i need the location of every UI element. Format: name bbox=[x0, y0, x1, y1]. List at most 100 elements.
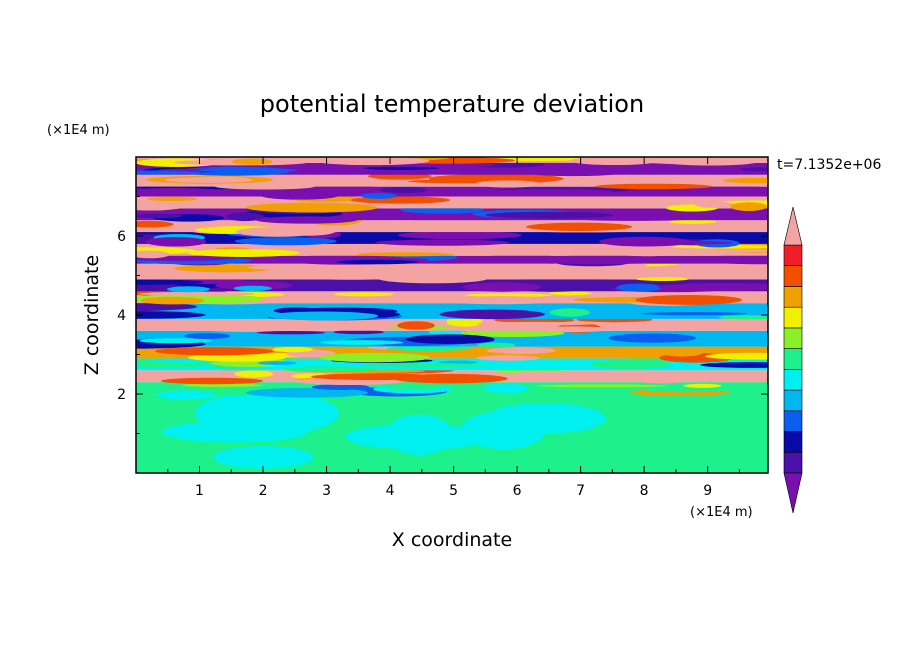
streak-16-1 bbox=[136, 202, 185, 211]
band-11 bbox=[136, 255, 768, 264]
streak-8-3 bbox=[548, 291, 592, 296]
streak-2-11 bbox=[160, 377, 264, 385]
streak-2-9 bbox=[234, 370, 274, 378]
colorbar-swatch bbox=[783, 369, 803, 391]
streak-7-2 bbox=[136, 303, 198, 311]
streak-2-2 bbox=[635, 377, 687, 384]
streak-5-10 bbox=[333, 330, 385, 335]
streak-13-3 bbox=[662, 235, 735, 240]
streak-8-13 bbox=[139, 291, 256, 296]
colorbar-under-arrow bbox=[783, 472, 803, 514]
streak-2-13 bbox=[393, 373, 508, 384]
streak-6-11 bbox=[446, 316, 483, 327]
streak-11-13 bbox=[336, 259, 419, 265]
streak-3-10 bbox=[438, 360, 478, 365]
streak-4-11 bbox=[272, 346, 314, 353]
streak-17-7 bbox=[379, 187, 428, 194]
streak-1-7 bbox=[245, 387, 368, 398]
streak-4-9 bbox=[319, 352, 431, 363]
patch-4 bbox=[495, 403, 606, 434]
x-tick-label: 2 bbox=[259, 483, 268, 499]
x-axis: 1 2 3 4 5 6 7 8 9 bbox=[167, 157, 740, 499]
colorbar-swatch bbox=[783, 286, 803, 308]
colorbar-tick-label: 0.16 bbox=[810, 0, 841, 4]
x-tick-label: 4 bbox=[386, 483, 395, 499]
streak-9-12 bbox=[657, 283, 768, 291]
streak-2-12 bbox=[498, 371, 631, 381]
streak-18-13 bbox=[165, 177, 254, 183]
streak-16-10 bbox=[245, 202, 378, 213]
streak-7-12 bbox=[267, 311, 379, 321]
x-tick-label: 5 bbox=[449, 483, 458, 499]
band-19 bbox=[136, 162, 768, 175]
streak-17-13 bbox=[260, 191, 339, 200]
streak-1-12 bbox=[645, 388, 729, 393]
streak-9-6 bbox=[136, 279, 204, 285]
streak-6-9 bbox=[196, 324, 291, 332]
streak-4-13 bbox=[386, 345, 471, 352]
colorbar-tick-label: 0.32 bbox=[810, 0, 841, 4]
streak-4-8 bbox=[431, 352, 507, 356]
streak-5-11 bbox=[184, 333, 231, 339]
streak-19-12 bbox=[136, 170, 200, 175]
streak-17-10 bbox=[360, 192, 397, 199]
streak-10-8 bbox=[635, 277, 690, 281]
streak-5-12 bbox=[608, 333, 697, 343]
streak-11-2 bbox=[693, 254, 768, 265]
colorbar-over-arrow bbox=[783, 206, 803, 246]
band-16 bbox=[136, 196, 768, 209]
streak-8-9 bbox=[436, 296, 564, 305]
streak-7-5 bbox=[640, 312, 748, 316]
streak-18-3 bbox=[595, 183, 713, 190]
streak-12-8 bbox=[136, 250, 170, 259]
streak-9-8 bbox=[167, 286, 210, 293]
streak-10-13 bbox=[247, 265, 321, 270]
streak-8-10 bbox=[635, 294, 742, 305]
x-tick-label: 1 bbox=[195, 483, 204, 499]
y-unit-label: (×1E4 m) bbox=[47, 123, 110, 138]
streak-9-1 bbox=[509, 278, 619, 283]
streak-6-12 bbox=[227, 319, 359, 325]
streak-3-2 bbox=[590, 359, 671, 369]
streak-1-11 bbox=[483, 383, 529, 394]
streak-15-10 bbox=[255, 216, 358, 224]
streak-8-4 bbox=[465, 293, 553, 297]
colorbar-swatch bbox=[783, 431, 803, 453]
streak-15-2 bbox=[341, 211, 398, 220]
colorbar-swatch bbox=[783, 389, 803, 412]
streak-18-4 bbox=[723, 177, 768, 184]
streak-19-11 bbox=[364, 166, 439, 170]
x-tick-label: 7 bbox=[576, 483, 585, 499]
streak-5-13 bbox=[320, 340, 404, 345]
streak-1-6 bbox=[383, 381, 444, 390]
streak-15-1 bbox=[582, 217, 686, 221]
band-12 bbox=[136, 243, 768, 256]
band-17 bbox=[136, 186, 768, 197]
x-tick-label: 9 bbox=[703, 483, 712, 499]
streak-19-10 bbox=[525, 169, 621, 177]
streak-13-11 bbox=[397, 231, 522, 240]
streak-6-5 bbox=[397, 321, 435, 330]
colorbar-swatch bbox=[783, 327, 803, 349]
streak-7-0 bbox=[136, 311, 206, 319]
y-tick-label: 4 bbox=[117, 308, 126, 324]
streak-18-8 bbox=[214, 183, 315, 190]
y-axis-label: Z coordinate bbox=[81, 255, 103, 375]
streak-1-1 bbox=[156, 390, 217, 400]
streak-15-9 bbox=[136, 213, 183, 219]
streak-14-10 bbox=[235, 227, 319, 237]
y-axis: 2 4 6 bbox=[117, 196, 768, 434]
colorbar-swatch bbox=[783, 265, 803, 287]
streak-16-11 bbox=[695, 201, 734, 208]
streak-6-7 bbox=[691, 318, 758, 325]
streak-9-11 bbox=[616, 283, 662, 292]
x-tick-label: 3 bbox=[322, 483, 331, 499]
streak-17-12 bbox=[136, 187, 217, 193]
band-8 bbox=[136, 291, 768, 304]
streak-4-3 bbox=[475, 355, 540, 361]
streak-13-6 bbox=[145, 236, 207, 247]
band-15 bbox=[136, 208, 768, 221]
streak-4-4 bbox=[187, 353, 286, 362]
y-tick-label: 6 bbox=[117, 229, 126, 245]
